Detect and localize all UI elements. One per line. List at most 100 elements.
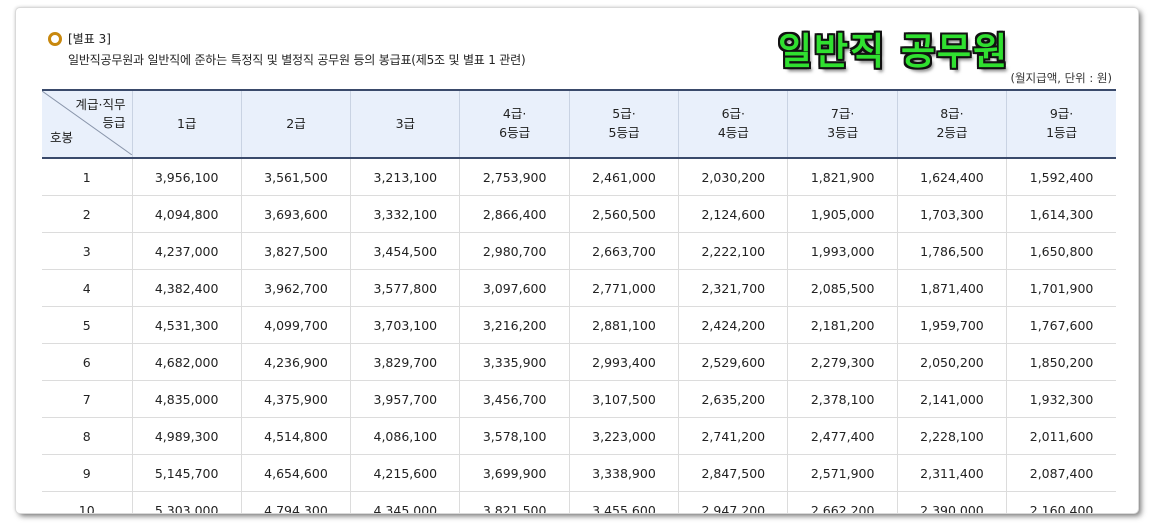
- salary-cell: 1,650,800: [1006, 232, 1116, 270]
- page-title: 일반직 공무원: [778, 30, 1010, 73]
- table-row: 5 4,531,300 4,099,700 3,703,100 3,216,200 2,8…: [42, 306, 1116, 344]
- salary-cell: 5,145,700: [131, 454, 242, 492]
- salary-cell: 2,279,300: [787, 343, 898, 381]
- table-row: 6 4,682,000 4,236,900 3,829,700 3,335,900 2,9…: [42, 343, 1116, 381]
- table-row: 8 4,989,300 4,514,800 4,086,100 3,578,100 3,2…: [42, 417, 1116, 455]
- salary-cell: 3,332,100: [350, 195, 460, 233]
- column-header-2: 2급: [240, 89, 351, 159]
- salary-cell: 4,514,800: [240, 417, 351, 455]
- salary-cell: 2,847,500: [678, 454, 788, 492]
- table-body: 1 3,956,100 3,561,500 3,213,100 2,753,900 2,4…: [42, 158, 1116, 513]
- table-row: 1 3,956,100 3,561,500 3,213,100 2,753,900 2,4…: [42, 158, 1116, 196]
- step-cell: 7: [42, 380, 132, 418]
- salary-cell: 4,236,900: [240, 343, 351, 381]
- salary-cell: 1,850,200: [1006, 343, 1116, 381]
- salary-cell: 3,703,100: [350, 306, 460, 344]
- salary-cell: 3,097,600: [459, 269, 570, 307]
- salary-cell: 3,829,700: [350, 343, 460, 381]
- corner-step-label: 호봉: [50, 130, 74, 146]
- salary-cell: 2,771,000: [568, 269, 679, 307]
- salary-cell: 2,087,400: [1006, 454, 1116, 492]
- diagonal-line: [42, 91, 132, 155]
- salary-cell: 4,375,900: [240, 380, 351, 418]
- circle-bullet-icon: [48, 32, 62, 46]
- salary-cell: 2,980,700: [459, 232, 570, 270]
- salary-cell: 2,477,400: [787, 417, 898, 455]
- salary-cell: 4,237,000: [131, 232, 242, 270]
- salary-cell: 4,215,600: [350, 454, 460, 492]
- salary-cell: 1,959,700: [896, 306, 1007, 344]
- salary-cell: 1,624,400: [896, 158, 1007, 196]
- salary-cell: 2,311,400: [896, 454, 1007, 492]
- column-header-8: 8급· 2등급: [896, 89, 1007, 159]
- salary-cell: 2,662,200: [787, 491, 898, 513]
- salary-cell: 3,699,900: [459, 454, 570, 492]
- salary-cell: 4,835,000: [131, 380, 242, 418]
- salary-cell: 3,107,500: [568, 380, 679, 418]
- salary-cell: 2,050,200: [896, 343, 1007, 381]
- salary-cell: 3,821,500: [459, 491, 570, 513]
- salary-cell: 2,011,600: [1006, 417, 1116, 455]
- salary-cell: 4,794,300: [240, 491, 351, 513]
- salary-cell: 3,957,700: [350, 380, 460, 418]
- step-cell: 9: [42, 454, 132, 492]
- table-row: 7 4,835,000 4,375,900 3,957,700 3,456,700 3,1…: [42, 380, 1116, 418]
- salary-cell: 3,216,200: [459, 306, 570, 344]
- salary-cell: 1,592,400: [1006, 158, 1116, 196]
- salary-cell: 2,529,600: [678, 343, 788, 381]
- table-row: 2 4,094,800 3,693,600 3,332,100 2,866,400 2,5…: [42, 195, 1116, 233]
- salary-cell: 4,086,100: [350, 417, 460, 455]
- salary-cell: 2,378,100: [787, 380, 898, 418]
- step-cell: 10: [42, 491, 132, 513]
- salary-cell: 2,753,900: [459, 158, 570, 196]
- step-cell: 3: [42, 232, 132, 270]
- salary-cell: 2,881,100: [568, 306, 679, 344]
- salary-cell: 2,635,200: [678, 380, 788, 418]
- salary-cell: 3,456,700: [459, 380, 570, 418]
- salary-cell: 3,454,500: [350, 232, 460, 270]
- salary-cell: 3,577,800: [350, 269, 460, 307]
- salary-cell: 1,905,000: [787, 195, 898, 233]
- salary-cell: 3,338,900: [568, 454, 679, 492]
- salary-cell: 3,962,700: [240, 269, 351, 307]
- corner-header-cell: 계급·직무 등급 호봉: [42, 89, 132, 159]
- salary-cell: 1,786,500: [896, 232, 1007, 270]
- salary-cell: 3,578,100: [459, 417, 570, 455]
- salary-cell: 4,531,300: [131, 306, 242, 344]
- salary-cell: 2,228,100: [896, 417, 1007, 455]
- salary-cell: 4,099,700: [240, 306, 351, 344]
- salary-cell: 1,701,900: [1006, 269, 1116, 307]
- salary-cell: 2,560,500: [568, 195, 679, 233]
- salary-cell: 4,094,800: [131, 195, 242, 233]
- table-header-row: 계급·직무 등급 호봉 1급 2급 3급 4급· 6등급 5급· 5등급 6급· 4등급 7급· 3…: [42, 89, 1116, 159]
- salary-cell: 2,085,500: [787, 269, 898, 307]
- salary-cell: 1,703,300: [896, 195, 1007, 233]
- step-cell: 6: [42, 343, 132, 381]
- step-cell: 4: [42, 269, 132, 307]
- table-row: 3 4,237,000 3,827,500 3,454,500 2,980,700 2,6…: [42, 232, 1116, 270]
- salary-cell: 2,424,200: [678, 306, 788, 344]
- salary-cell: 2,321,700: [678, 269, 788, 307]
- salary-cell: 3,561,500: [240, 158, 351, 196]
- step-cell: 1: [42, 158, 132, 196]
- column-header-5: 5급· 5등급: [568, 89, 679, 159]
- step-cell: 8: [42, 417, 132, 455]
- salary-cell: 1,871,400: [896, 269, 1007, 307]
- salary-cell: 2,947,200: [678, 491, 788, 513]
- salary-cell: 2,222,100: [678, 232, 788, 270]
- salary-cell: 3,213,100: [350, 158, 460, 196]
- salary-cell: 3,223,000: [568, 417, 679, 455]
- unit-note: (월지급액, 단위 : 원): [1010, 71, 1112, 85]
- table-row: 10 5,303,000 4,794,300 4,345,000 3,821,500 3,…: [42, 491, 1116, 513]
- salary-cell: 2,141,000: [896, 380, 1007, 418]
- column-header-4: 4급· 6등급: [459, 89, 570, 159]
- salary-cell: 2,993,400: [568, 343, 679, 381]
- salary-cell: 1,993,000: [787, 232, 898, 270]
- column-header-7: 7급· 3등급: [787, 89, 898, 159]
- corner-grade-label: 계급·직무 등급: [75, 97, 126, 130]
- salary-cell: 1,767,600: [1006, 306, 1116, 344]
- salary-cell: 1,614,300: [1006, 195, 1116, 233]
- salary-cell: 4,989,300: [131, 417, 242, 455]
- step-cell: 2: [42, 195, 132, 233]
- table-row: 9 5,145,700 4,654,600 4,215,600 3,699,900 3,3…: [42, 454, 1116, 492]
